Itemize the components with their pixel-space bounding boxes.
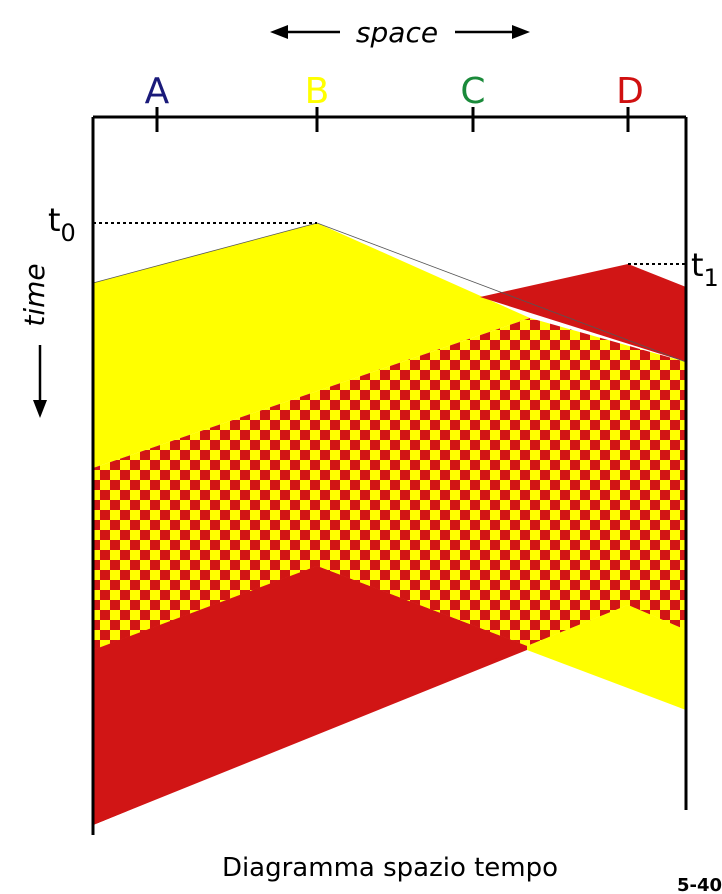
- space-axis-arrow: space: [270, 16, 530, 49]
- yellow-lower-band: [527, 605, 686, 710]
- node-label-d: D: [616, 71, 644, 112]
- time-axis-arrow: time: [18, 263, 51, 418]
- t0-label: t0: [48, 201, 76, 247]
- space-arrow-left-head: [270, 25, 288, 39]
- red-signal-region: [480, 264, 686, 362]
- caption: Diagramma spazio tempo: [222, 853, 558, 883]
- red-lower-band: [93, 566, 527, 825]
- t1-label: t1: [691, 246, 719, 292]
- yellow-front-left-edge: [92, 222, 318, 284]
- page-number: 5-40: [677, 875, 722, 894]
- time-arrow-head: [33, 400, 47, 418]
- node-label-a: A: [145, 71, 170, 112]
- yellow-signal-region: [93, 223, 530, 468]
- yellow-front-right-edge: [316, 222, 687, 363]
- space-arrow-right-head: [512, 25, 530, 39]
- collision-region: [93, 318, 686, 650]
- node-label-c: C: [460, 71, 485, 112]
- node-label-b: B: [305, 71, 330, 112]
- time-label: time: [18, 263, 51, 326]
- space-label: space: [356, 16, 438, 49]
